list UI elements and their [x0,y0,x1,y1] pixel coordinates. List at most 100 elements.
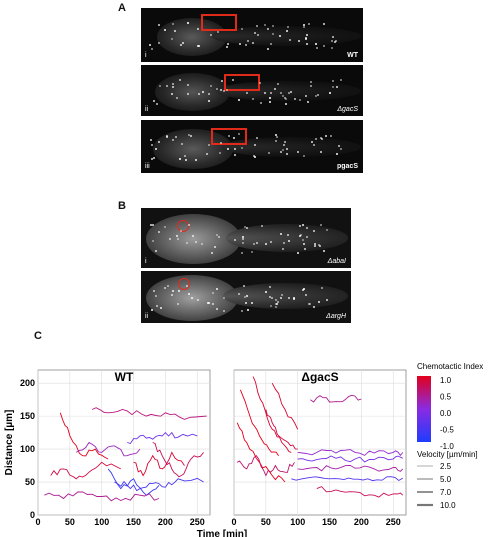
region-circle [178,278,190,290]
cell-spot [157,140,160,143]
cell-spot [165,136,168,139]
cell-spot [322,22,325,25]
cell-track [239,389,279,456]
cell-spot [271,24,274,27]
vel-legend-title: Velocity [µm/min] [417,450,478,459]
region-of-interest-box [201,14,237,31]
cell-spot [302,239,305,242]
cell-spot [171,86,174,89]
cell-spot [216,234,219,237]
cell-spot [252,243,255,246]
cell-spot [179,230,182,233]
cell-spot [302,287,305,290]
cell-spot [159,85,162,88]
cell-spot [306,43,309,46]
cell-spot [281,149,284,152]
cell-spot [279,34,282,37]
cell-spot [268,285,271,288]
cell-spot [253,143,256,146]
cell-spot [170,93,173,96]
cell-spot [266,47,269,50]
cell-spot [269,305,272,308]
cell-spot [218,236,221,239]
cell-spot [275,135,278,138]
cell-spot [186,285,188,288]
cell-spot [172,82,175,85]
cell-spot [254,156,257,159]
cell-spot [192,234,195,237]
cell-spot [329,134,332,137]
cell-spot [171,139,174,142]
velocity-label: 7.0 [440,488,452,497]
cell-spot [206,301,209,304]
cell-spot [269,43,272,46]
cell-spot [283,140,286,143]
cell-spot [299,225,302,228]
cell-spot [197,27,200,30]
cell-spot [313,306,316,309]
cell-spot [151,239,154,242]
x-axis-label: Time [min] [197,529,247,537]
panel-a-image-i: i WT [141,8,363,62]
cell-spot [186,22,189,25]
cell-spot [333,40,336,43]
cell-spot [184,155,187,158]
cell-spot [285,30,288,33]
cell-track [44,491,160,502]
cell-spot [280,294,283,297]
cell-spot [299,234,302,237]
x-tick-label: 200 [158,517,173,527]
cell-spot [238,133,241,136]
cell-spot [226,89,229,92]
cell-spot [326,299,329,302]
cell-spot [325,229,328,232]
y-tick-label: 200 [20,378,35,388]
cell-spot [202,91,205,94]
cell-spot [158,231,161,234]
region-of-interest-box [211,128,247,145]
panel-b-label: B [118,200,126,212]
cell-spot [260,102,263,105]
cell-track [297,464,404,472]
cell-spot [266,27,269,30]
cell-spot [175,136,177,139]
cell-spot [214,246,217,249]
region-circle [177,220,189,232]
cell-spot [171,38,174,41]
cell-spot [323,249,326,252]
cell-spot [284,102,287,105]
x-tick-label: 100 [94,517,109,527]
cell-spot [256,33,259,36]
cell-spot [237,293,240,296]
x-tick-label: 50 [261,517,271,527]
cell-spot [151,224,154,227]
cell-spot [284,97,287,100]
cell-spot [264,243,267,246]
velocity-label: 5.0 [440,475,452,484]
cell-spot [226,46,229,49]
genotype-label: ΔargH [326,313,346,320]
cell-spot [316,94,319,97]
cell-spot [298,99,301,102]
cell-spot [276,303,279,306]
cell-spot [282,144,285,147]
genotype-label: ΔgacS [337,106,358,113]
cell-track [133,451,185,477]
cell-spot [279,297,282,300]
cell-spot [281,95,284,98]
cell-spot [151,158,154,161]
cell-spot [301,224,304,227]
cell-spot [243,295,246,298]
cell-spot [258,81,261,84]
cell-spot [282,242,285,245]
cell-spot [275,299,278,302]
cell-spot [210,251,213,254]
cell-spot [208,143,211,146]
cell-spot [189,135,192,138]
cell-spot [212,302,215,305]
panel-a-label: A [118,2,126,14]
y-axis-label: Distance [µm] [4,410,15,476]
cell-track [310,394,362,403]
cell-spot [288,297,291,300]
cell-spot [335,40,338,43]
